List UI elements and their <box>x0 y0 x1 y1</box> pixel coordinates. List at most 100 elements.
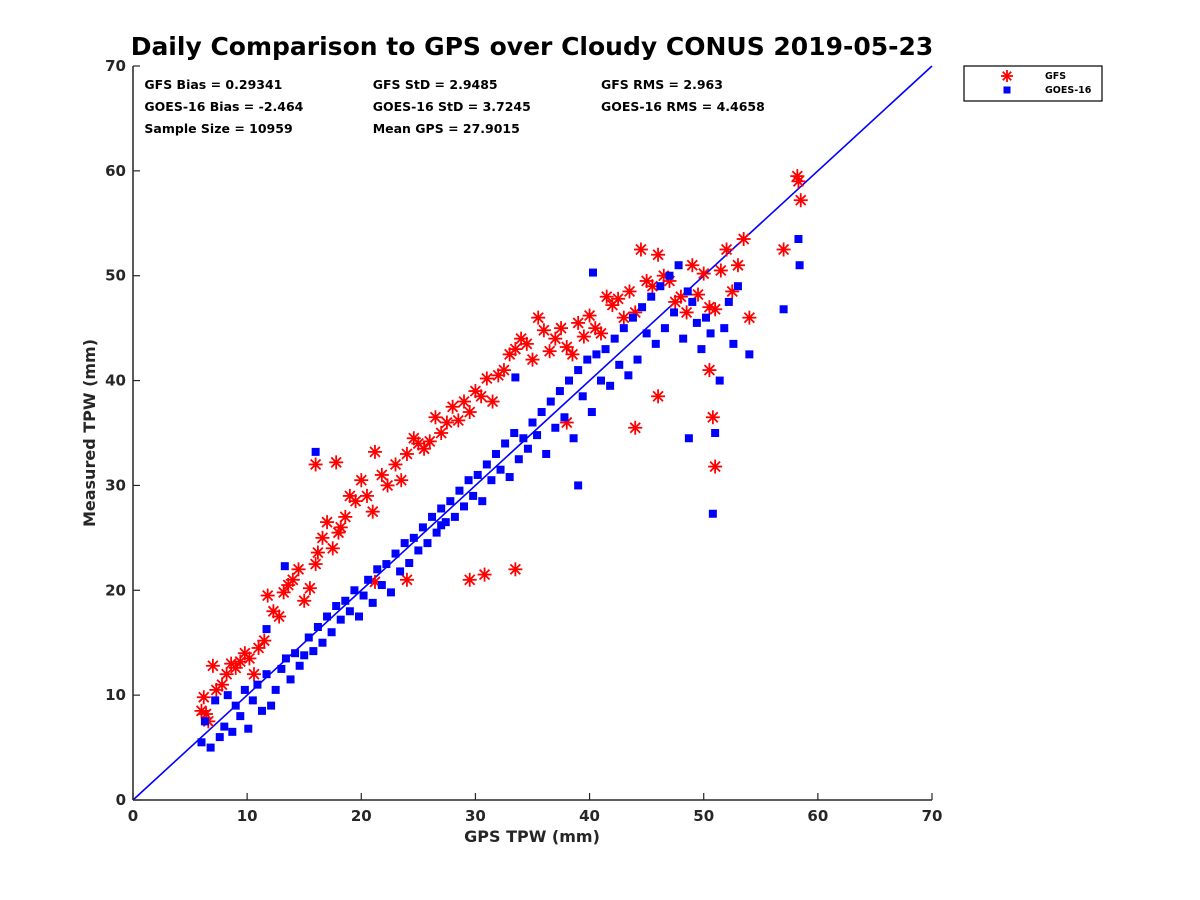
y-tick-label: 30 <box>105 476 126 494</box>
point-gfs <box>702 363 717 378</box>
point-gfs <box>434 426 449 440</box>
point-goes16 <box>487 476 496 485</box>
point-gfs <box>462 572 477 587</box>
point-gfs <box>508 562 523 577</box>
y-tick-label: 0 <box>116 791 126 809</box>
point-gfs <box>793 193 808 208</box>
point-gfs <box>399 572 414 587</box>
point-goes16 <box>197 738 206 747</box>
point-goes16 <box>206 743 215 752</box>
data-markers <box>194 169 808 752</box>
point-goes16 <box>684 434 693 443</box>
point-goes16 <box>280 562 289 571</box>
point-gfs <box>462 405 477 420</box>
point-goes16 <box>511 373 520 382</box>
point-goes16 <box>729 339 738 348</box>
point-gfs <box>633 242 648 257</box>
x-axis-label: GPS TPW (mm) <box>464 827 600 846</box>
point-gfs <box>199 707 214 722</box>
point-goes16 <box>215 733 224 742</box>
point-goes16 <box>373 565 382 574</box>
point-goes16 <box>615 360 624 369</box>
point-goes16 <box>437 521 446 530</box>
point-goes16 <box>336 615 345 624</box>
point-gfs <box>365 504 380 519</box>
point-goes16 <box>651 339 660 348</box>
point-gfs <box>196 690 211 705</box>
point-goes16 <box>551 423 560 432</box>
legend-marker-gfs <box>1001 70 1013 82</box>
point-goes16 <box>510 429 519 437</box>
point-gfs <box>388 457 403 472</box>
point-gfs <box>554 321 569 336</box>
point-goes16 <box>795 261 804 270</box>
point-gfs <box>308 457 323 472</box>
point-gfs <box>679 305 694 320</box>
stat-annotation: GOES-16 StD = 3.7245 <box>373 99 531 114</box>
point-goes16 <box>683 287 692 296</box>
point-goes16 <box>281 654 290 663</box>
point-gfs <box>325 541 340 556</box>
point-gfs <box>399 446 414 461</box>
point-gfs <box>531 310 546 325</box>
point-goes16 <box>542 449 551 458</box>
point-gfs <box>496 363 511 378</box>
point-gfs <box>215 677 230 692</box>
point-goes16 <box>248 696 257 705</box>
point-goes16 <box>514 455 523 464</box>
point-gfs <box>742 310 757 325</box>
point-gfs <box>616 310 631 325</box>
point-gfs <box>367 444 382 459</box>
point-gfs <box>605 298 620 313</box>
point-goes16 <box>733 282 742 291</box>
point-gfs <box>576 329 591 344</box>
legend-marker-goes16 <box>1003 86 1011 94</box>
point-goes16 <box>244 724 253 733</box>
point-goes16 <box>446 497 455 506</box>
point-goes16 <box>596 376 605 385</box>
point-gfs <box>439 415 454 430</box>
point-gfs <box>548 331 563 346</box>
point-gfs <box>705 410 720 425</box>
point-goes16 <box>309 647 318 656</box>
point-goes16 <box>720 324 729 333</box>
x-tick-label: 60 <box>807 807 828 825</box>
point-goes16 <box>565 376 574 385</box>
point-goes16 <box>473 470 482 479</box>
point-goes16 <box>350 586 359 595</box>
legend-label: GFS <box>1045 71 1066 82</box>
point-goes16 <box>231 701 240 710</box>
point-goes16 <box>519 434 528 443</box>
point-gfs <box>320 515 335 530</box>
y-tick-label: 10 <box>105 686 126 704</box>
point-gfs <box>536 323 551 338</box>
point-gfs <box>315 530 330 545</box>
point-goes16 <box>200 717 209 726</box>
point-gfs <box>485 394 500 409</box>
point-goes16 <box>262 625 271 634</box>
point-gfs <box>559 340 574 355</box>
series-goes-16 <box>197 235 804 752</box>
point-goes16 <box>628 313 637 322</box>
point-goes16 <box>441 518 450 527</box>
point-goes16 <box>464 476 473 485</box>
axes: 0 10 20 30 40 50 60 70 0 10 20 30 40 50 60 70 <box>105 57 942 825</box>
point-goes16 <box>555 387 564 396</box>
point-gfs <box>651 247 666 262</box>
point-goes16 <box>455 486 464 495</box>
point-goes16 <box>496 465 505 474</box>
point-gfs <box>246 667 261 682</box>
point-goes16 <box>332 602 341 611</box>
point-gfs <box>508 342 523 357</box>
point-goes16 <box>574 481 583 490</box>
point-goes16 <box>505 473 514 482</box>
point-goes16 <box>341 596 350 605</box>
x-tick-label: 20 <box>351 807 372 825</box>
point-gfs <box>730 258 745 273</box>
point-gfs <box>736 232 751 247</box>
point-gfs <box>622 284 637 299</box>
point-gfs <box>708 459 723 474</box>
point-goes16 <box>423 539 432 548</box>
point-goes16 <box>692 318 701 327</box>
point-goes16 <box>745 350 754 359</box>
